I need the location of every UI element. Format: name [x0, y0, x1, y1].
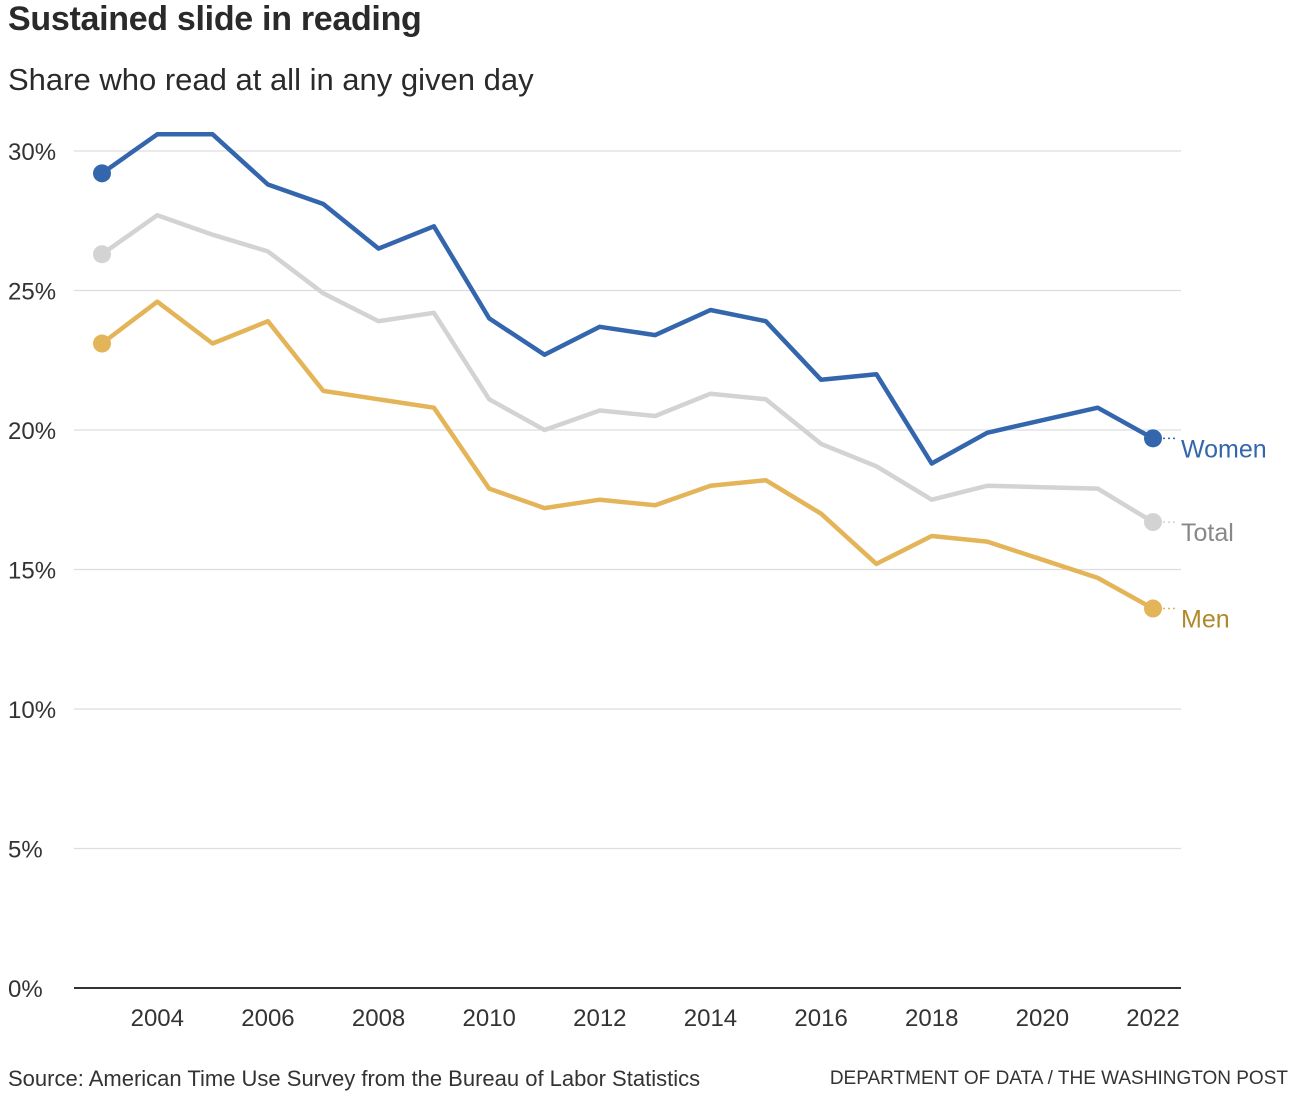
- gridlines: [74, 150, 1181, 989]
- series-line-men: [99, 299, 1156, 611]
- x-tick-label: 2004: [131, 1005, 184, 1032]
- series-line-women: [99, 132, 1156, 466]
- series-end-labels: Total Men Women: [1163, 435, 1267, 634]
- y-axis-ticks: 0% 5% 10% 15% 20% 25% 30%: [8, 139, 56, 1003]
- x-tick-label: 2014: [684, 1005, 737, 1032]
- credit-note: DEPARTMENT OF DATA / THE WASHINGTON POST: [829, 1068, 1288, 1089]
- y-tick-label: 30%: [8, 139, 56, 166]
- x-axis-ticks: 2004 2006 2008 2010 2012 2014 2016 2018 2020 2022: [131, 1005, 1180, 1032]
- y-tick-label: 0%: [8, 976, 43, 1003]
- x-tick-label: 2006: [241, 1005, 294, 1032]
- x-tick-label: 2008: [352, 1005, 405, 1032]
- series-lines: [93, 132, 1162, 618]
- series-label-total: Total: [1181, 519, 1234, 547]
- y-tick-label: 20%: [8, 418, 56, 445]
- x-tick-label: 2020: [1016, 1005, 1069, 1032]
- start-point-men: [93, 334, 111, 353]
- series-line-total: [99, 212, 1156, 525]
- start-point-total: [93, 245, 111, 264]
- x-tick-label: 2010: [463, 1005, 516, 1032]
- x-tick-label: 2022: [1126, 1005, 1179, 1032]
- chart-title: Sustained slide in reading: [8, 0, 422, 38]
- end-point-men: [1144, 599, 1162, 618]
- end-point-total: [1144, 513, 1162, 532]
- start-point-women: [93, 164, 111, 183]
- series-label-men: Men: [1181, 606, 1230, 634]
- x-tick-label: 2016: [794, 1005, 847, 1032]
- y-tick-label: 25%: [8, 279, 56, 306]
- series-label-women: Women: [1181, 435, 1267, 463]
- y-tick-label: 10%: [8, 697, 56, 724]
- chart-subtitle: Share who read at all in any given day: [8, 62, 534, 97]
- source-note: Source: American Time Use Survey from th…: [8, 1066, 701, 1091]
- y-tick-label: 5%: [8, 837, 43, 864]
- x-tick-label: 2018: [905, 1005, 958, 1032]
- end-point-women: [1144, 429, 1162, 448]
- x-tick-label: 2012: [573, 1005, 626, 1032]
- y-tick-label: 15%: [8, 558, 56, 585]
